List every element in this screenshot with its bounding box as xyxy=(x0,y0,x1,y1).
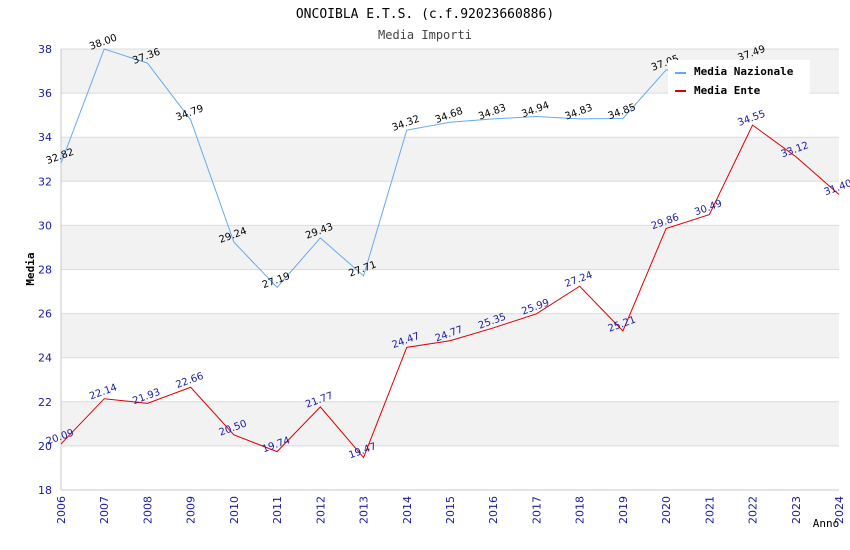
x-tick-label: 2023 xyxy=(790,496,803,524)
x-tick-label: 2011 xyxy=(271,496,284,524)
legend-label-ente: Media Ente xyxy=(694,84,761,97)
x-tick-label: 2020 xyxy=(660,496,673,524)
legend: Media Nazionale Media Ente xyxy=(668,60,810,98)
x-tick-label: 2008 xyxy=(141,496,154,524)
y-tick-label: 38 xyxy=(38,43,52,56)
data-label-nazionale: 34.83 xyxy=(477,102,508,122)
data-label-nazionale: 34.85 xyxy=(607,102,638,122)
plot-bands xyxy=(61,49,839,446)
y-tick-label: 32 xyxy=(38,175,52,188)
series-line-ente xyxy=(60,124,840,459)
y-tick-label: 36 xyxy=(38,87,52,100)
data-label-nazionale: 27.19 xyxy=(261,271,292,291)
x-tick-label: 2012 xyxy=(314,496,327,524)
grid xyxy=(61,48,839,491)
chart-subtitle: Media Importi xyxy=(378,28,472,42)
axes xyxy=(60,49,839,491)
y-tick-label: 18 xyxy=(38,484,52,497)
legend-box xyxy=(668,60,810,98)
legend-label-nazionale: Media Nazionale xyxy=(694,65,794,78)
series-lines xyxy=(60,48,840,459)
plot-band xyxy=(61,137,839,182)
y-axis-label: Media xyxy=(24,252,37,285)
x-tick-label: 2009 xyxy=(185,496,198,524)
data-label-nazionale: 34.68 xyxy=(434,106,465,126)
x-tick-label: 2016 xyxy=(487,496,500,524)
y-tick-label: 22 xyxy=(38,396,52,409)
x-tick-label: 2010 xyxy=(228,496,241,524)
y-tick-label: 34 xyxy=(38,131,52,144)
y-tick-label: 24 xyxy=(38,352,52,365)
plot-band xyxy=(61,313,839,358)
y-tick-label: 20 xyxy=(38,440,52,453)
y-tick-label: 30 xyxy=(38,219,52,232)
x-tick-label: 2018 xyxy=(574,496,587,524)
y-ticks: 18 20 22 24 26 28 30 32 34 36 38 xyxy=(38,43,52,497)
series-line-nazionale xyxy=(60,48,753,289)
x-axis-label: Anno xyxy=(813,517,840,530)
x-tick-label: 2014 xyxy=(401,496,414,524)
data-label-nazionale: 34.79 xyxy=(174,103,205,123)
data-label-nazionale: 34.83 xyxy=(563,102,594,122)
x-tick-label: 2019 xyxy=(617,496,630,524)
x-tick-label: 2017 xyxy=(530,496,543,524)
x-tick-label: 2006 xyxy=(55,496,68,524)
plot-band xyxy=(61,225,839,270)
chart-title: ONCOIBLA E.T.S. (c.f.92023660886) xyxy=(296,7,554,22)
x-ticks: 2006 2007 2008 2009 2010 2011 2012 2013 2014 2015… xyxy=(55,496,846,524)
plot-band xyxy=(61,401,839,446)
x-tick-label: 2021 xyxy=(703,496,716,524)
x-tick-label: 2007 xyxy=(98,496,111,524)
x-tick-label: 2024 xyxy=(833,496,846,524)
data-label-nazionale: 34.32 xyxy=(391,114,422,134)
y-tick-label: 28 xyxy=(38,264,52,277)
x-tick-label: 2022 xyxy=(747,496,760,524)
x-tick-label: 2013 xyxy=(358,496,371,524)
y-tick-label: 26 xyxy=(38,308,52,321)
x-tick-label: 2015 xyxy=(444,496,457,524)
